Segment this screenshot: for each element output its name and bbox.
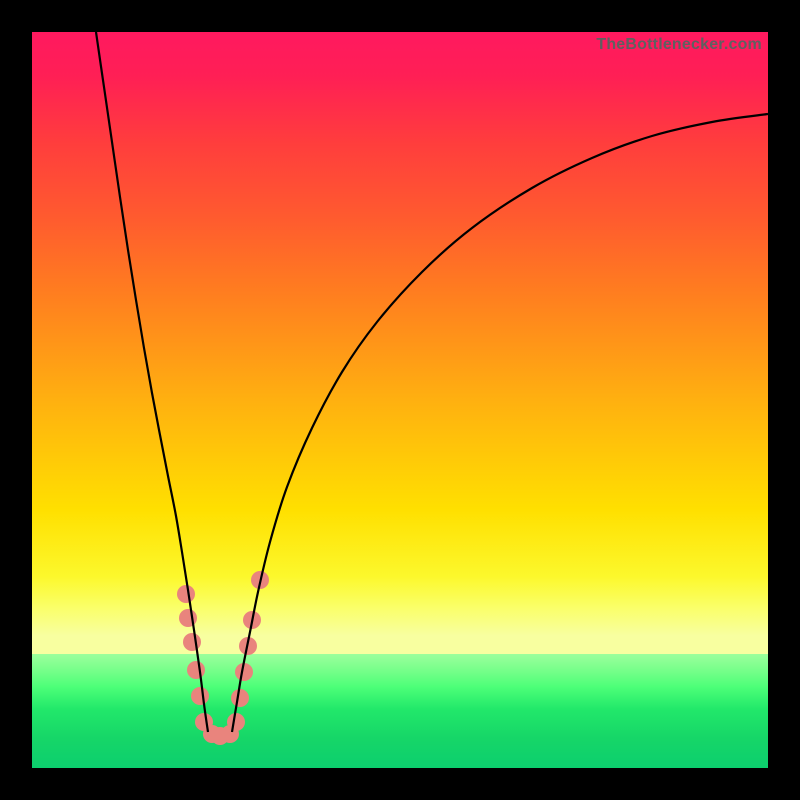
marker-dot [183, 633, 201, 651]
curves-layer [32, 32, 768, 768]
chart-frame: TheBottlenecker.com [0, 0, 800, 800]
marker-dot [227, 713, 245, 731]
marker-dot [187, 661, 205, 679]
marker-dot [179, 609, 197, 627]
marker-dot [231, 689, 249, 707]
left-curve [96, 32, 208, 732]
right-curve [232, 114, 768, 732]
marker-dot [177, 585, 195, 603]
watermark-text: TheBottlenecker.com [596, 36, 762, 54]
markers-group [177, 571, 269, 745]
plot-area: TheBottlenecker.com [32, 32, 768, 768]
marker-dot [191, 687, 209, 705]
